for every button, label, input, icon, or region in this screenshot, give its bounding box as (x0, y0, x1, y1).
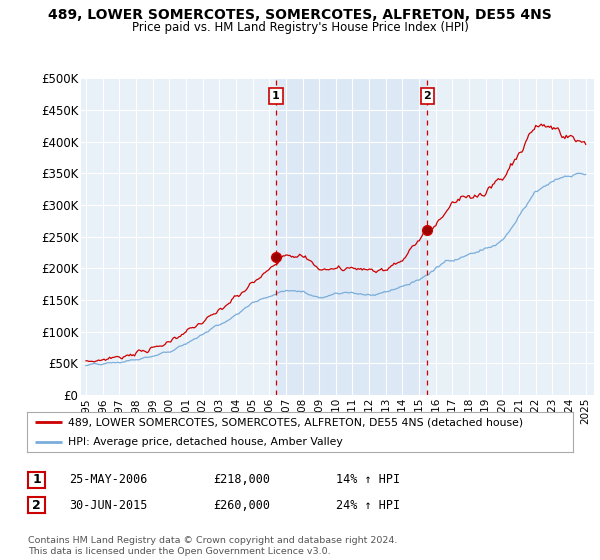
Text: 2: 2 (32, 498, 41, 512)
Text: 14% ↑ HPI: 14% ↑ HPI (336, 473, 400, 487)
Text: Price paid vs. HM Land Registry's House Price Index (HPI): Price paid vs. HM Land Registry's House … (131, 21, 469, 34)
Text: 25-MAY-2006: 25-MAY-2006 (69, 473, 148, 487)
Text: Contains HM Land Registry data © Crown copyright and database right 2024.
This d: Contains HM Land Registry data © Crown c… (28, 536, 398, 556)
Text: 30-JUN-2015: 30-JUN-2015 (69, 498, 148, 512)
Text: 1: 1 (32, 473, 41, 487)
Bar (276, 78, 427, 395)
Text: 24% ↑ HPI: 24% ↑ HPI (336, 498, 400, 512)
Text: 1: 1 (272, 91, 280, 101)
Text: 2: 2 (424, 91, 431, 101)
Text: HPI: Average price, detached house, Amber Valley: HPI: Average price, detached house, Ambe… (68, 437, 343, 447)
Text: 489, LOWER SOMERCOTES, SOMERCOTES, ALFRETON, DE55 4NS (detached house): 489, LOWER SOMERCOTES, SOMERCOTES, ALFRE… (68, 417, 523, 427)
Text: £260,000: £260,000 (213, 498, 270, 512)
Text: £218,000: £218,000 (213, 473, 270, 487)
Text: 489, LOWER SOMERCOTES, SOMERCOTES, ALFRETON, DE55 4NS: 489, LOWER SOMERCOTES, SOMERCOTES, ALFRE… (48, 8, 552, 22)
